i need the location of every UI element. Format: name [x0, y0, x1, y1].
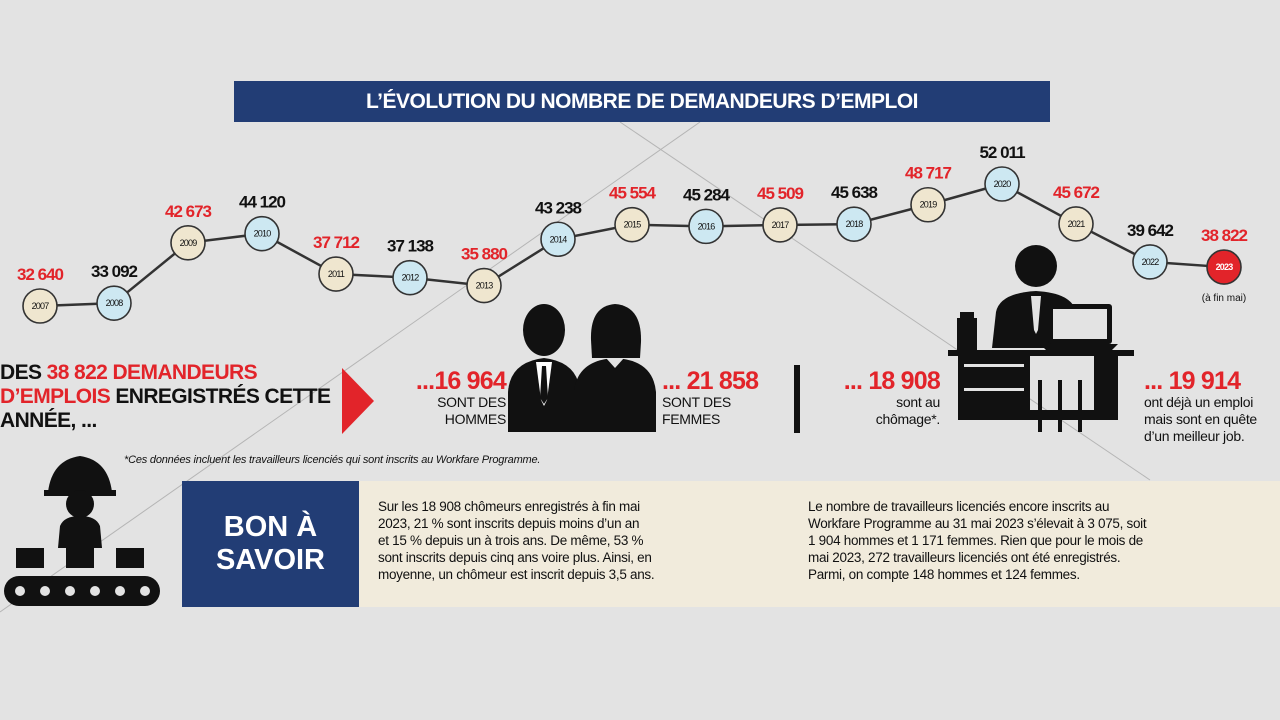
year-label: 2016 — [698, 221, 716, 231]
data-point-2013 — [466, 267, 502, 304]
data-point-2023 — [1206, 249, 1242, 285]
headline-part1: DES — [0, 361, 47, 384]
stat-men-value: ...16 964 — [415, 367, 507, 395]
data-point-2012 — [392, 259, 428, 296]
info-left-line: 2023, 21 % sont inscrits depuis moins d’… — [378, 516, 640, 531]
info-left-line: moyenne, un chômeur est inscrit depuis 3… — [378, 567, 655, 582]
value-labels: 32 640 33 092 42 673 44 120 37 712 37 138 35 8… — [17, 143, 1249, 304]
value-label: 39 642 — [1127, 221, 1174, 240]
stat-unemployed-value: ... 18 908 — [843, 367, 941, 395]
info-right: Le nombre de travailleurs licenciés enco… — [808, 498, 1268, 583]
year-label: 2014 — [550, 234, 568, 244]
stat-women-desc1: SONT DES — [662, 394, 731, 410]
year-label: 2017 — [772, 220, 790, 230]
data-point-2007 — [22, 288, 58, 324]
value-label: 45 284 — [683, 185, 731, 204]
value-label: 37 138 — [387, 237, 434, 256]
info-left: Sur les 18 908 chômeurs enregistrés à fi… — [378, 498, 778, 583]
data-point-2010 — [244, 215, 280, 252]
info-right-line: Le nombre de travailleurs licenciés enco… — [808, 499, 1110, 514]
year-label: 2011 — [328, 269, 345, 279]
year-label: 2020 — [994, 179, 1012, 189]
year-label: 2007 — [32, 301, 50, 311]
year-label: 2019 — [920, 200, 938, 210]
stat-unemployed-desc1: sont au — [896, 394, 940, 410]
value-label: 44 120 — [239, 193, 286, 212]
value-label: 32 640 — [17, 265, 64, 284]
value-label: 48 717 — [905, 164, 952, 183]
value-label: 43 238 — [535, 198, 582, 217]
stat-men-desc2: HOMMES — [444, 411, 507, 427]
stat-women: ... 21 858 SONT DES FEMMES — [662, 368, 792, 428]
last-point-note: (à fin mai) — [1202, 293, 1246, 304]
data-point-2022 — [1132, 244, 1168, 280]
factory-worker-icon — [4, 456, 160, 606]
stat-unemployed: ... 18 908 sont au chômage*. — [808, 367, 941, 428]
data-point-2017 — [762, 207, 798, 243]
bon-a-savoir-box: BON À SAVOIR — [182, 481, 359, 607]
value-label: 52 011 — [979, 143, 1025, 162]
stat-employed-desc2: mais sont en quête — [1144, 411, 1257, 427]
data-point-2020 — [984, 166, 1020, 202]
year-label: 2015 — [624, 220, 642, 230]
value-label: 33 092 — [91, 262, 138, 281]
year-label: 2012 — [402, 273, 420, 283]
info-panel — [359, 481, 1280, 607]
red-arrow-icon — [342, 368, 374, 434]
year-label: 2010 — [254, 229, 272, 239]
data-point-2009 — [170, 225, 206, 261]
data-point-2014 — [540, 221, 576, 258]
info-right-line: Parmi, on compte 148 hommes et 124 femme… — [808, 567, 1080, 582]
chart-title: L’ÉVOLUTION DU NOMBRE DE DEMANDEURS D’EM… — [234, 81, 1050, 122]
stat-men-desc1: SONT DES — [437, 394, 506, 410]
data-point-2011 — [318, 256, 354, 292]
bon-a-savoir-line2: SAVOIR — [215, 544, 326, 576]
info-left-line: Sur les 18 908 chômeurs enregistrés à fi… — [378, 499, 640, 514]
headline: DES 38 822 DEMANDEURS D’EMPLOIS ENREGIST… — [0, 361, 340, 433]
info-left-line: sont inscrits depuis cinq ans voire plus… — [378, 550, 652, 565]
value-label: 42 673 — [165, 202, 212, 221]
stat-unemployed-desc2: chômage*. — [875, 411, 941, 427]
data-point-2021 — [1058, 206, 1094, 242]
men-women-icon — [508, 304, 656, 432]
year-label: 2021 — [1068, 219, 1086, 229]
value-label: 38 822 — [1201, 226, 1248, 245]
value-label: 35 880 — [461, 245, 508, 264]
year-label: 2018 — [846, 219, 864, 229]
info-right-line: mai 2023, 272 travailleurs licenciés ont… — [808, 550, 1121, 565]
value-label: 45 554 — [609, 184, 657, 203]
office-worker-icon — [948, 245, 1134, 432]
footnote: *Ces données incluent les travailleurs l… — [124, 454, 541, 466]
year-label: 2009 — [180, 238, 198, 248]
value-label: 45 638 — [831, 183, 878, 202]
data-point-2018 — [836, 206, 872, 242]
separator-bar — [794, 365, 800, 433]
stat-men: ...16 964 SONT DES HOMMES — [386, 367, 507, 428]
year-label: 2008 — [106, 298, 124, 308]
data-point-2015 — [614, 206, 650, 243]
headline-part2: ENREGISTRÉS CETTE ANNÉE, ... — [0, 385, 331, 432]
info-right-line: 1 904 hommes et 1 171 femmes. Rien que p… — [808, 533, 1143, 548]
stat-employed-value: ... 19 914 — [1144, 368, 1241, 395]
data-point-2008 — [96, 285, 132, 321]
stat-employed-desc1: ont déjà un emploi — [1144, 394, 1254, 410]
value-label: 45 509 — [757, 184, 804, 203]
data-point-2019 — [910, 186, 946, 223]
stat-employed: ... 19 914 ont déjà un emploi mais sont … — [1144, 368, 1280, 445]
info-right-line: Workfare Programme au 31 mai 2023 s’élev… — [808, 516, 1147, 531]
value-label: 45 672 — [1053, 183, 1100, 202]
year-label: 2013 — [476, 281, 494, 291]
stat-women-value: ... 21 858 — [662, 367, 759, 395]
stat-employed-desc3: d’un meilleur job. — [1144, 428, 1245, 444]
headline-highlight: 38 822 DEMANDEURS D’EMPLOIS — [0, 361, 258, 408]
data-markers: 2007 2008 2009 2010 2011 2012 2013 2014 2015 2016… — [22, 166, 1242, 324]
stat-women-desc2: FEMMES — [662, 411, 721, 427]
bon-a-savoir-line1: BON À — [223, 511, 318, 543]
year-label: 2022 — [1142, 257, 1160, 267]
year-label: 2023 — [1216, 262, 1234, 272]
data-point-2016 — [688, 208, 724, 245]
value-label: 37 712 — [313, 233, 360, 252]
info-left-line: et 15 % depuis un à trois ans. De même, … — [378, 533, 644, 548]
